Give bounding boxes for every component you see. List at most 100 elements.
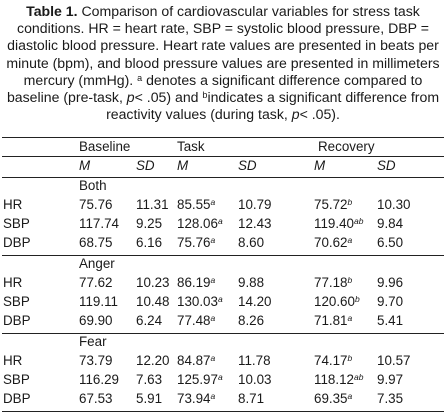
p-symbol: p <box>291 106 300 123</box>
section-label: Fear <box>79 334 107 349</box>
table-cell: 74.17b <box>314 353 353 368</box>
table-cell: 10.23 <box>136 275 170 290</box>
row-label: DBP <box>3 313 31 328</box>
significance-marker: a <box>210 197 216 207</box>
significance-marker: a <box>347 391 353 401</box>
column-subheader: M <box>177 158 189 173</box>
table-cell: 86.19a <box>177 275 216 290</box>
table-cell: 71.81a <box>314 313 353 328</box>
significance-marker: a <box>217 294 223 304</box>
table-cell: 116.29 <box>79 372 119 387</box>
row-label: SBP <box>3 216 30 231</box>
row-label: HR <box>3 353 23 368</box>
table-cell: 5.91 <box>136 391 163 406</box>
table-cell: 9.70 <box>377 294 404 309</box>
table-rule <box>2 333 444 334</box>
column-group-header: Task <box>177 139 205 154</box>
table-cell: 11.31 <box>136 197 169 212</box>
table-cell: 84.87a <box>177 353 216 368</box>
caption-text-3: < .05) and <box>134 89 203 106</box>
table-cell: 5.41 <box>377 313 404 328</box>
table-cell: 77.62 <box>79 275 113 290</box>
column-subheader: M <box>314 158 326 173</box>
table-cell: 12.20 <box>136 353 170 368</box>
footnote-mark-b: b <box>202 90 208 101</box>
p-symbol: p <box>126 89 135 106</box>
column-subheader: M <box>79 158 91 173</box>
footnote-mark-a: a <box>137 72 143 83</box>
table-cell: 70.62a <box>314 235 353 250</box>
table-cell: 120.60b <box>314 294 360 309</box>
table-rule <box>2 255 444 256</box>
row-label: SBP <box>3 372 30 387</box>
table-cell: 130.03a <box>177 294 223 309</box>
caption-text-1: Comparison of cardiovascular variables f… <box>6 3 440 88</box>
table-cell: 69.35a <box>314 391 353 406</box>
table-cell: 128.06a <box>177 216 223 231</box>
table-cell: 9.88 <box>238 275 265 290</box>
table-cell: 73.94a <box>177 391 216 406</box>
significance-marker: a <box>347 313 353 323</box>
section-label: Both <box>79 178 107 193</box>
table-cell: 12.43 <box>238 216 272 231</box>
table-cell: 10.79 <box>238 197 272 212</box>
table-rule <box>2 411 444 412</box>
table-cell: 9.25 <box>136 216 163 231</box>
significance-marker: a <box>210 313 216 323</box>
table-label: Table 1. <box>26 3 78 19</box>
table-cell: 8.71 <box>238 391 265 406</box>
table-cell: 119.11 <box>79 294 118 309</box>
table-cell: 75.76a <box>177 235 216 250</box>
significance-marker: a <box>210 275 216 285</box>
significance-marker: b <box>347 353 353 363</box>
significance-marker: b <box>347 275 353 285</box>
table-cell: 67.53 <box>79 391 113 406</box>
significance-marker: b <box>354 294 360 304</box>
table-cell: 7.63 <box>136 372 163 387</box>
column-group-header: Recovery <box>318 139 375 154</box>
table-cell: 125.97a <box>177 372 223 387</box>
caption-text-5: < .05). <box>299 106 340 123</box>
table-cell: 8.26 <box>238 313 265 328</box>
table-cell: 10.30 <box>377 197 411 212</box>
column-subheader: SD <box>377 158 396 173</box>
row-label: DBP <box>3 235 31 250</box>
table-rule <box>2 137 444 138</box>
table-cell: 10.03 <box>238 372 272 387</box>
table-cell: 9.84 <box>377 216 404 231</box>
table-cell: 6.50 <box>377 235 404 250</box>
table-cell: 9.97 <box>377 372 404 387</box>
table-cell: 6.16 <box>136 235 163 250</box>
table-cell: 73.79 <box>79 353 113 368</box>
table-caption: Table 1. Comparison of cardiovascular va… <box>4 3 442 123</box>
table-cell: 9.96 <box>377 275 404 290</box>
table-cell: 77.18b <box>314 275 353 290</box>
caption-text-2: denotes a significant difference compare… <box>6 71 423 106</box>
table-cell: 7.35 <box>377 391 404 406</box>
column-group-header: Baseline <box>79 139 131 154</box>
table-cell: 117.74 <box>79 216 119 231</box>
table-cell: 8.60 <box>238 235 265 250</box>
significance-marker: ab <box>353 372 364 382</box>
column-subheader: SD <box>238 158 257 173</box>
caption-text-4: indicates a significant difference from … <box>106 89 440 123</box>
row-label: HR <box>3 275 23 290</box>
table-cell: 75.76 <box>79 197 113 212</box>
table-cell: 11.78 <box>238 353 271 368</box>
significance-marker: a <box>217 372 223 382</box>
table-cell: 10.48 <box>136 294 170 309</box>
table-cell: 77.48a <box>177 313 216 328</box>
significance-marker: ab <box>353 216 364 226</box>
row-label: HR <box>3 197 23 212</box>
column-subheader: SD <box>136 158 155 173</box>
row-label: SBP <box>3 294 30 309</box>
table-cell: 10.57 <box>377 353 411 368</box>
table-cell: 75.72b <box>314 197 353 212</box>
table-cell: 14.20 <box>238 294 272 309</box>
table-rule <box>2 156 444 157</box>
table-cell: 68.75 <box>79 235 113 250</box>
significance-marker: a <box>217 216 223 226</box>
section-label: Anger <box>79 256 115 271</box>
table-rule <box>2 177 444 178</box>
